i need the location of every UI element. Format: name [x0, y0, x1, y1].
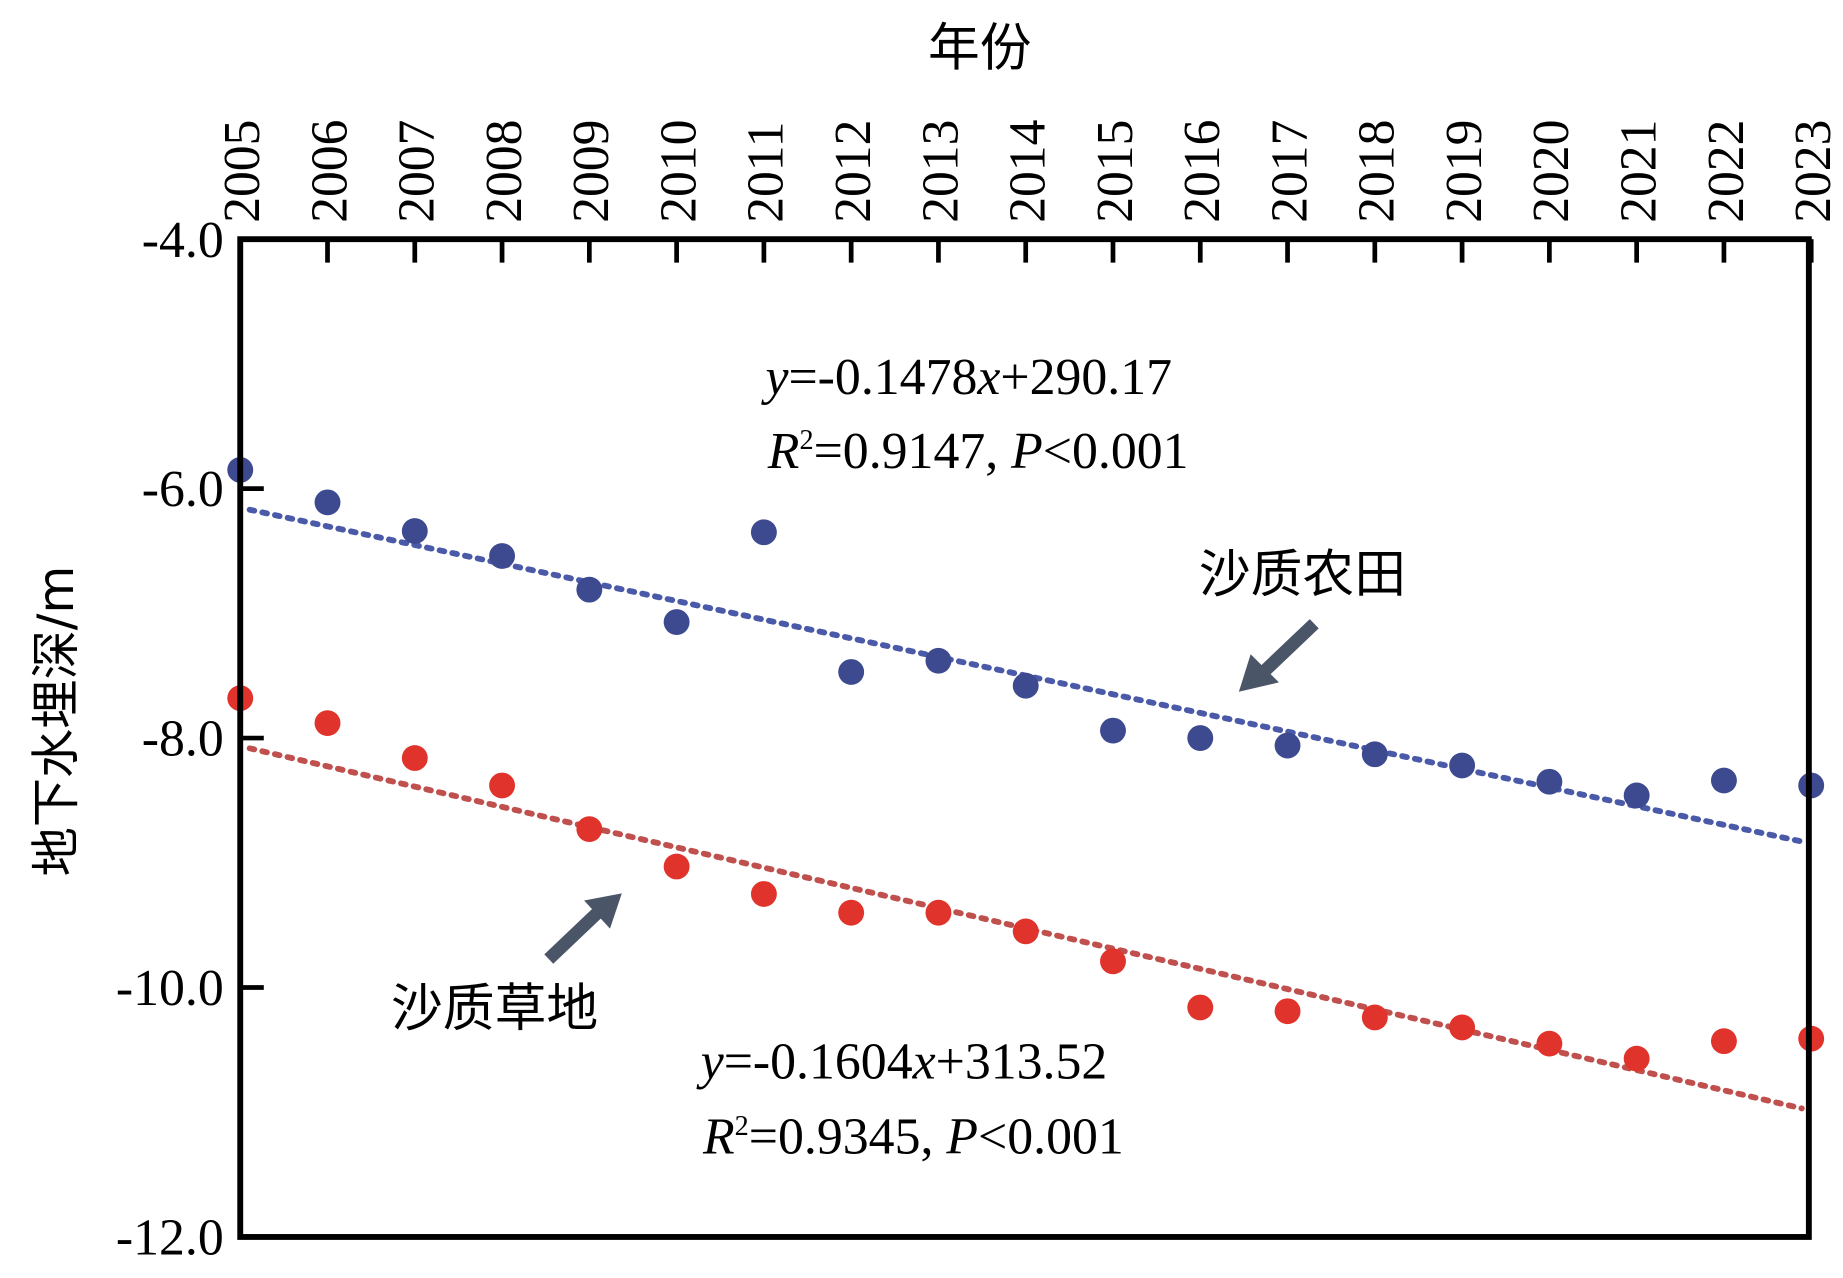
data-point-farmland: [1536, 768, 1563, 795]
x-tick-label: 2006: [301, 120, 358, 223]
data-point-grassland: [1623, 1045, 1650, 1072]
data-point-grassland: [489, 772, 516, 799]
y-tick-label: -8.0: [142, 711, 224, 768]
data-point-farmland: [1449, 752, 1476, 779]
x-tick-label: 2022: [1698, 120, 1755, 223]
x-tick-label: 2019: [1436, 120, 1493, 223]
grassland-r2: R2=0.9345, P<0.001: [702, 1109, 1124, 1166]
y-tick-label: -4.0: [142, 212, 224, 269]
data-point-farmland: [1187, 725, 1214, 751]
x-tick-label: 2011: [738, 122, 795, 223]
x-ticks: 2005 2006 2007 2008 2009 2010 2011 2012 2013 2014…: [214, 119, 1842, 263]
data-point-farmland: [663, 609, 690, 635]
data-point-farmland: [314, 489, 341, 516]
data-point-farmland: [1623, 782, 1650, 809]
data-point-farmland: [401, 518, 428, 544]
data-point-grassland: [401, 745, 428, 771]
data-point-grassland: [663, 853, 690, 880]
x-tick-label: 2014: [999, 119, 1056, 222]
y-tick-label: -12.0: [116, 1210, 224, 1267]
grassland-equation: y=-0.1604x+313.52: [696, 1034, 1108, 1091]
data-point-grassland: [1274, 998, 1301, 1025]
data-point-grassland: [1710, 1028, 1737, 1055]
data-point-grassland: [1012, 918, 1039, 945]
grassland-label: 沙质草地: [391, 979, 598, 1039]
data-point-farmland: [576, 576, 603, 603]
data-point-farmland: [925, 647, 952, 674]
farmland-r2: R2=0.9147, P<0.001: [767, 423, 1189, 480]
data-point-grassland: [925, 899, 952, 926]
y-tick-label: -6.0: [142, 461, 224, 518]
farmland-label: 沙质农田: [1199, 545, 1406, 605]
data-point-grassland: [1449, 1014, 1476, 1041]
data-point-grassland: [576, 816, 603, 843]
x-tick-label: 2017: [1261, 120, 1318, 223]
y-tick-label: -10.0: [116, 960, 224, 1017]
x-tick-label: 2012: [825, 120, 882, 223]
x-tick-label: 2008: [476, 120, 533, 223]
x-tick-label: 2009: [563, 120, 620, 223]
x-axis-title: 年份: [928, 19, 1032, 79]
x-tick-label: 2016: [1174, 120, 1231, 223]
x-tick-label: 2007: [389, 120, 446, 223]
data-point-grassland: [838, 899, 865, 926]
x-tick-label: 2015: [1087, 120, 1144, 223]
data-point-farmland: [838, 659, 865, 685]
grassland-arrow-icon: [544, 893, 622, 964]
x-tick-label: 2010: [650, 120, 707, 223]
data-points: [227, 457, 1825, 1072]
y-ticks: -4.0 -6.0 -8.0 -10.0 -12.0: [116, 212, 264, 1267]
data-point-grassland: [1536, 1030, 1563, 1057]
data-point-farmland: [1274, 732, 1301, 759]
data-point-farmland: [750, 519, 777, 546]
x-tick-label: 2005: [214, 120, 271, 223]
data-point-farmland: [1710, 767, 1737, 794]
data-point-farmland: [1361, 741, 1388, 768]
data-point-farmland: [489, 543, 516, 569]
data-point-grassland: [750, 881, 777, 907]
data-point-farmland: [1012, 672, 1039, 699]
farmland-equation: y=-0.1478x+290.17: [760, 349, 1172, 406]
data-point-farmland: [1100, 717, 1126, 744]
x-tick-label: 2020: [1523, 120, 1580, 223]
x-tick-label: 2013: [912, 120, 969, 223]
data-point-grassland: [1100, 948, 1126, 975]
farmland-arrow-icon: [1238, 619, 1319, 692]
x-tick-label: 2023: [1785, 120, 1842, 223]
plot-frame: [237, 236, 1812, 1240]
data-point-grassland: [1361, 1004, 1388, 1031]
x-tick-label: 2021: [1610, 120, 1667, 223]
y-axis-title: 地下水埋深/m: [27, 566, 85, 877]
x-tick-label: 2018: [1349, 120, 1406, 223]
data-point-grassland: [314, 710, 341, 737]
data-point-grassland: [1187, 994, 1214, 1021]
